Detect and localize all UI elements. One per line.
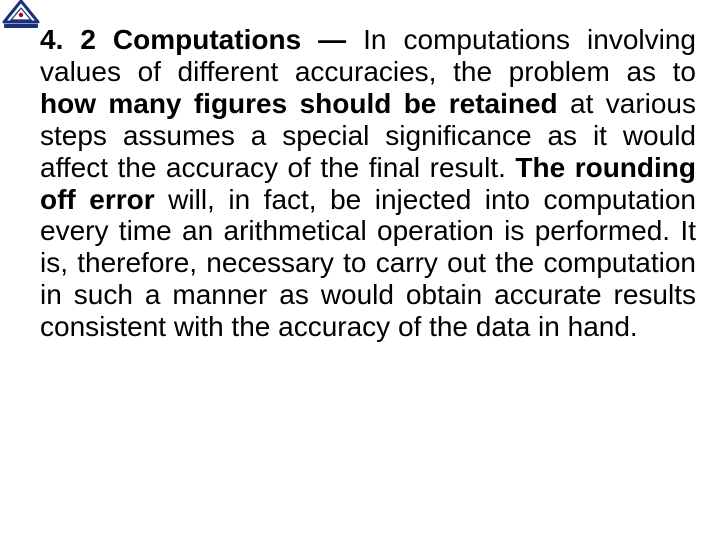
bold-run: how many figures should be retained — [40, 88, 558, 119]
bold-run: 4. 2 Computations — — [40, 24, 346, 55]
body-paragraph: 4. 2 Computations — In computations invo… — [40, 24, 696, 343]
corner-logo — [2, 0, 40, 30]
